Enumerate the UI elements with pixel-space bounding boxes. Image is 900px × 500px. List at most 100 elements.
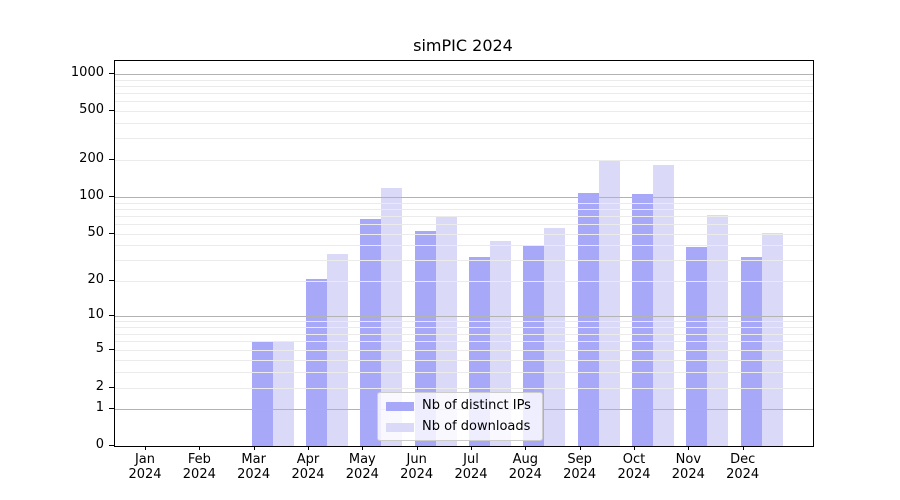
bar-oct-downloads: [652, 164, 674, 446]
legend: Nb of distinct IPs Nb of downloads: [377, 392, 543, 441]
xtick-label-jun: Jun 2024: [389, 452, 445, 482]
bar-apr-downloads: [326, 253, 348, 446]
ytick-mark-500: [109, 110, 114, 111]
xtick-year: 2024: [237, 467, 271, 482]
xtick-year: 2024: [726, 467, 760, 482]
xtick-mark-jul: [470, 446, 472, 450]
xtick-month: May: [348, 452, 376, 467]
xtick-month: Jun: [406, 452, 427, 467]
bar-mar-downloads: [272, 341, 294, 446]
xtick-mark-sep: [579, 446, 581, 450]
gridline-minor-4: [115, 359, 813, 361]
xtick-label-jan: Jan 2024: [117, 452, 173, 482]
xtick-month: Sep: [567, 452, 592, 467]
ytick-mark-1000: [109, 73, 114, 74]
ytick-label-100: 100: [79, 188, 104, 203]
xtick-year: 2024: [617, 467, 651, 482]
ytick-mark-20: [109, 280, 114, 281]
gridline-minor-8: [115, 326, 813, 328]
xtick-label-feb: Feb 2024: [171, 452, 227, 482]
xtick-label-apr: Apr 2024: [280, 452, 336, 482]
gridline-minor-6: [115, 341, 813, 343]
gridline-minor-7: [115, 333, 813, 335]
xtick-month: Oct: [622, 452, 646, 467]
xtick-year: 2024: [182, 467, 216, 482]
legend-label-downloads: Nb of downloads: [422, 419, 531, 434]
xtick-label-sep: Sep 2024: [552, 452, 608, 482]
xtick-month: Jul: [463, 452, 479, 467]
bar-sep-ips: [577, 192, 599, 446]
legend-item-distinct-ips: Nb of distinct IPs: [386, 398, 534, 414]
ytick-mark-10: [109, 315, 114, 316]
xtick-mark-oct: [633, 446, 635, 450]
gridline-major-10: [115, 316, 813, 317]
ytick-mark-2: [109, 387, 114, 388]
xtick-label-may: May 2024: [334, 452, 390, 482]
gridline-major-1000: [115, 74, 813, 75]
xtick-mark-feb: [199, 446, 201, 450]
gridline-minor-9: [115, 321, 813, 323]
gridline-minor-600: [115, 101, 813, 103]
ytick-mark-200: [109, 159, 114, 160]
gridline-minor-20: [115, 281, 813, 282]
ytick-label-1: 1: [95, 400, 104, 415]
ytick-mark-0: [109, 445, 114, 446]
ytick-mark-5: [109, 349, 114, 350]
bar-sep-downloads: [598, 161, 620, 446]
xtick-label-mar: Mar 2024: [226, 452, 282, 482]
gridline-minor-2: [115, 388, 813, 389]
xtick-mark-may: [362, 446, 364, 450]
gridline-minor-50: [115, 234, 813, 235]
ytick-label-5: 5: [95, 341, 104, 356]
xtick-year: 2024: [508, 467, 542, 482]
ytick-label-0: 0: [95, 437, 104, 452]
xtick-year: 2024: [671, 467, 705, 482]
ytick-label-2: 2: [95, 379, 104, 394]
bar-nov-ips: [686, 246, 708, 446]
ytick-mark-100: [109, 196, 114, 197]
ytick-mark-1: [109, 408, 114, 409]
xtick-mark-jun: [416, 446, 418, 450]
xtick-year: 2024: [345, 467, 379, 482]
legend-swatch-downloads: [386, 422, 414, 432]
bar-oct-ips: [631, 194, 653, 446]
bar-dec-ips: [740, 256, 762, 446]
gridline-minor-700: [115, 93, 813, 95]
xtick-mark-nov: [688, 446, 690, 450]
xtick-month: Nov: [675, 452, 702, 467]
xtick-month: Feb: [187, 452, 211, 467]
xtick-mark-mar: [253, 446, 255, 450]
xtick-month: Aug: [512, 452, 539, 467]
ytick-label-1000: 1000: [70, 65, 104, 80]
xtick-mark-dec: [742, 446, 744, 450]
gridline-minor-3: [115, 371, 813, 373]
gridline-minor-200: [115, 160, 813, 161]
gridline-minor-30: [115, 260, 813, 262]
xtick-year: 2024: [128, 467, 162, 482]
xtick-mark-aug: [525, 446, 527, 450]
chart-title: simPIC 2024: [413, 36, 513, 55]
gridline-minor-500: [115, 111, 813, 112]
bar-may-downloads: [381, 188, 403, 446]
xtick-month: Dec: [730, 452, 756, 467]
ytick-mark-50: [109, 233, 114, 234]
gridline-minor-90: [115, 202, 813, 204]
gridline-major-100: [115, 197, 813, 198]
ytick-label-50: 50: [87, 225, 104, 240]
gridline-minor-5: [115, 350, 813, 351]
legend-label-distinct-ips: Nb of distinct IPs: [422, 398, 531, 413]
gridline-minor-70: [115, 216, 813, 218]
xtick-mark-apr: [307, 446, 309, 450]
ytick-label-10: 10: [87, 307, 104, 322]
xtick-year: 2024: [454, 467, 488, 482]
legend-item-downloads: Nb of downloads: [386, 419, 534, 435]
xtick-label-nov: Nov 2024: [660, 452, 716, 482]
plot-area: [114, 60, 814, 447]
xtick-mark-jan: [145, 446, 146, 450]
bar-apr-ips: [305, 278, 327, 446]
ytick-label-500: 500: [79, 102, 104, 117]
legend-swatch-distinct-ips: [386, 401, 414, 411]
bar-may-ips: [360, 219, 382, 446]
gridline-minor-800: [115, 85, 813, 87]
